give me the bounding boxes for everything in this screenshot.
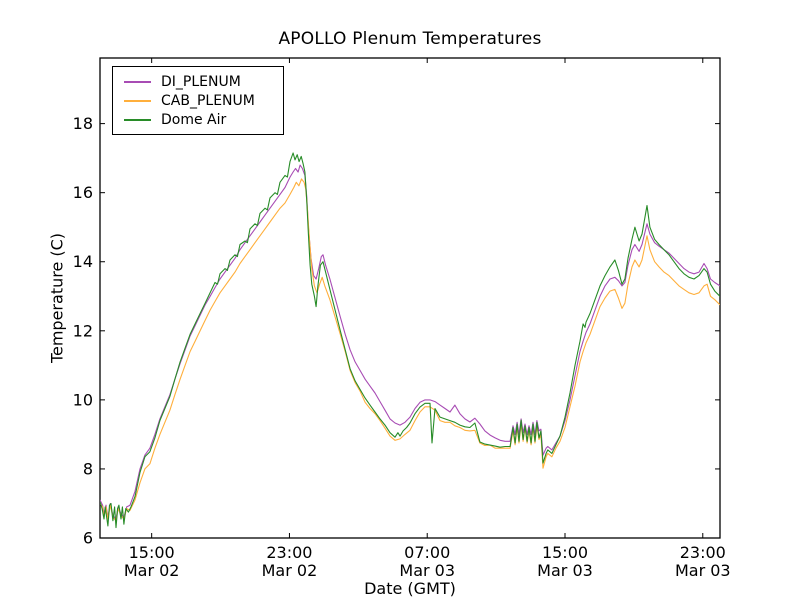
x-tick-date: Mar 03 xyxy=(399,561,455,580)
legend-item: CAB_PLENUM xyxy=(113,91,283,110)
y-tick-label: 16 xyxy=(73,183,93,202)
y-tick-label: 10 xyxy=(73,390,93,409)
y-tick-label: 14 xyxy=(73,252,93,271)
legend: DI_PLENUM CAB_PLENUM Dome Air xyxy=(112,66,284,135)
y-axis-ticks: 6 8 10 12 14 16 18 xyxy=(73,114,720,548)
legend-label: Dome Air xyxy=(161,111,227,128)
legend-line-swatch xyxy=(124,80,151,83)
legend-item: Dome Air xyxy=(113,110,283,129)
x-axis-label: Date (GMT) xyxy=(364,579,456,598)
x-tick-time: 07:00 xyxy=(404,543,450,562)
y-tick-label: 6 xyxy=(83,529,93,548)
x-tick-time: 23:00 xyxy=(266,543,312,562)
x-tick-date: Mar 02 xyxy=(124,561,180,580)
chart-title: APOLLO Plenum Temperatures xyxy=(278,29,542,49)
x-tick-date: Mar 03 xyxy=(537,561,593,580)
x-tick-time: 15:00 xyxy=(542,543,588,562)
x-tick-date: Mar 03 xyxy=(675,561,731,580)
legend-line-swatch xyxy=(124,99,151,102)
y-axis-label: Temperature (C) xyxy=(47,232,67,364)
series-line-DI_PLENUM xyxy=(100,164,720,520)
y-tick-label: 12 xyxy=(73,321,93,340)
legend-label: DI_PLENUM xyxy=(161,73,241,90)
x-tick-time: 23:00 xyxy=(680,543,726,562)
y-tick-label: 18 xyxy=(73,114,93,133)
x-tick-time: 15:00 xyxy=(129,543,175,562)
y-tick-label: 8 xyxy=(83,459,93,478)
series-line-Dome-Air xyxy=(100,152,720,529)
legend-item: DI_PLENUM xyxy=(113,72,283,91)
legend-label: CAB_PLENUM xyxy=(161,92,255,109)
legend-line-swatch xyxy=(124,118,151,121)
x-tick-date: Mar 02 xyxy=(262,561,318,580)
series-line-CAB_PLENUM xyxy=(100,178,720,522)
plot-border xyxy=(99,57,721,539)
